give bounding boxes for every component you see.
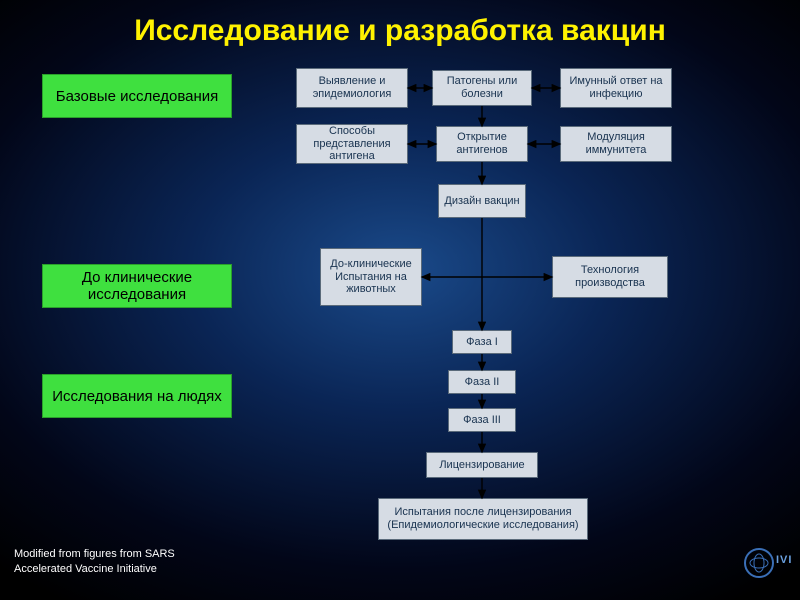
box-immune-response: Имунный ответ на инфекцию [560,68,672,108]
footer-line2: Accelerated Vaccine Initiative [14,562,175,576]
stage-basic: Базовые исследования [42,74,232,118]
box-production-tech: Технология производства [552,256,668,298]
page-title: Исследование и разработка вакцин [0,14,800,48]
box-animal-trials: До-клинические Испытания на животных [320,248,422,306]
box-vaccine-design: Дизайн вакцин [438,184,526,218]
box-antigen-discovery: Открытие антигенов [436,126,528,162]
logo-text: IVI [776,554,792,566]
box-pathogens: Патогены или болезни [432,70,532,106]
box-licensing: Лицензирование [426,452,538,478]
stage-preclinical: До клинические исследования [42,264,232,308]
box-antigen-presentation: Способы представления антигена [296,124,408,164]
box-phase-3: Фаза III [448,408,516,432]
box-phase-1: Фаза I [452,330,512,354]
box-epidemiology: Выявление и эпидемиология [296,68,408,108]
box-phase-2: Фаза II [448,370,516,394]
box-post-licensing: Испытания после лицензирования (Епидемио… [378,498,588,540]
stage-human: Исследования на людях [42,374,232,418]
ivi-logo: IVI [744,542,786,584]
box-immunity-modulation: Модуляция иммунитета [560,126,672,162]
globe-icon [744,548,774,578]
footer-line1: Modified from figures from SARS [14,547,175,561]
footer-citation: Modified from figures from SARS Accelera… [14,547,175,576]
